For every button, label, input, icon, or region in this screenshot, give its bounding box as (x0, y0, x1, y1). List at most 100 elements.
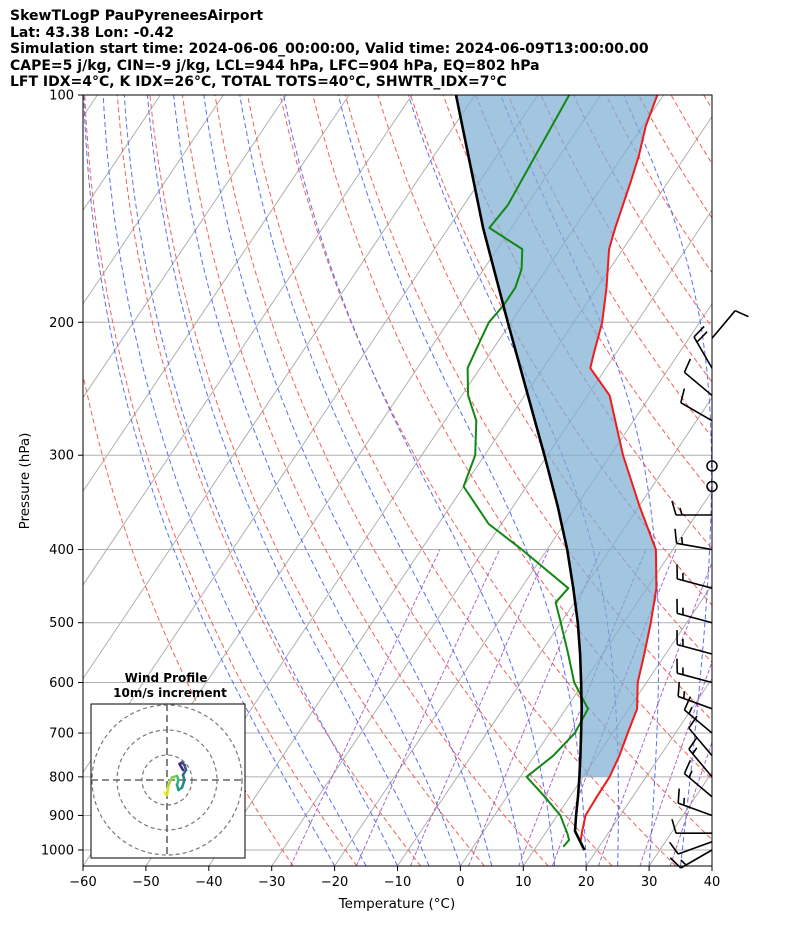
moist-adiabat (203, 95, 493, 866)
x-tick-label: 40 (704, 875, 721, 890)
isotherm-line (83, 95, 350, 493)
barb-flag (683, 759, 692, 774)
barb-half-flag (688, 770, 693, 778)
mixing-ratio-line (290, 549, 441, 866)
dry-adiabat (214, 95, 613, 866)
wind-barb (674, 528, 713, 551)
isotherm-line (459, 490, 712, 866)
dry-adiabat (344, 95, 712, 722)
wind-barb (668, 840, 713, 855)
simulation-times: Simulation start time: 2024-06-06_00:00:… (10, 41, 649, 57)
barb-flag (668, 841, 679, 855)
wind-barb (693, 325, 713, 369)
x-tick-label: −50 (132, 875, 159, 890)
dry-adiabat (769, 95, 794, 866)
isotherm-line (83, 95, 224, 305)
y-tick-label: 900 (49, 809, 74, 824)
barb-flag (683, 358, 692, 373)
barb-half-flag (692, 747, 698, 755)
x-axis-label: Temperature (°C) (338, 896, 456, 912)
parcel-line (454, 95, 586, 851)
wind-barb (676, 564, 713, 589)
barb-flag (671, 500, 677, 516)
hodograph-segment (180, 778, 186, 789)
hodograph-segment (165, 783, 170, 797)
isotherm-line (83, 95, 476, 680)
barb-half-flag (688, 706, 693, 715)
barb-flag (677, 681, 680, 697)
barb-half-flag (680, 537, 684, 545)
mixing-ratio-line (597, 561, 712, 866)
mixing-ratio-line (355, 549, 501, 866)
barb-staff (677, 840, 713, 855)
dry-adiabat (279, 95, 712, 841)
barb-flag (677, 788, 680, 804)
isotherm-line (397, 396, 712, 866)
barb-staff (680, 401, 713, 422)
dry-adiabat (736, 95, 794, 866)
moist-adiabat (83, 95, 336, 866)
chart-title: SkewTLogP PauPyreneesAirport (10, 8, 264, 24)
calm-wind-circle (706, 480, 718, 493)
inset-subtitle: 10m/s increment (113, 686, 227, 700)
barb-staff (711, 310, 736, 339)
mixing-ratio-line (669, 740, 712, 866)
wind-barb (676, 598, 713, 624)
hodograph-segment (178, 762, 185, 772)
dry-adiabat (247, 95, 677, 866)
barb-flag (734, 309, 749, 318)
axis-ticks: −60 −50 −40 −30 −20 −10 0 10 20 30 40 100 200 300 400 5… (41, 89, 720, 891)
moist-adiabat (173, 95, 461, 866)
y-tick-label: 300 (49, 449, 74, 464)
moist-adiabat (239, 95, 524, 866)
isotherm-line (585, 677, 712, 866)
mixing-ratio-line (518, 549, 647, 866)
dry-adiabat (605, 95, 712, 274)
chart-header: SkewTLogP PauPyreneesAirport Lat: 43.38 … (10, 8, 649, 91)
temperature-line (579, 95, 659, 851)
inset-plot (91, 704, 245, 858)
wind-barb (677, 788, 713, 817)
barb-flag (688, 736, 698, 750)
mixing-ratio-line (639, 660, 712, 866)
x-tick-label: −30 (258, 875, 285, 890)
isotherm-line (711, 865, 712, 866)
barb-staff (688, 727, 713, 757)
moist-adiabat (283, 95, 556, 866)
x-tick-label: −40 (195, 875, 222, 890)
stability-indices-1: CAPE=5 j/kg, CIN=-9 j/kg, LCL=944 hPa, L… (10, 57, 540, 74)
wind-barb (676, 630, 713, 655)
wind-barb (671, 500, 712, 516)
isotherm-line (208, 115, 712, 866)
hodograph-segment (167, 776, 174, 787)
inset-title: Wind Profile (125, 671, 208, 685)
barb-flag (671, 818, 677, 834)
barb-staff (683, 371, 713, 397)
y-tick-label: 700 (49, 727, 74, 742)
moist-adiabat (102, 95, 367, 866)
y-axis-label: Pressure (hPa) (17, 433, 33, 530)
isotherm-line (83, 95, 287, 399)
dry-adiabat (149, 95, 485, 866)
dry-adiabat (116, 95, 422, 866)
wind-barb (711, 309, 749, 339)
dewpoint-line (462, 95, 589, 848)
dry-adiabat (181, 95, 549, 866)
isotherm-line (271, 209, 712, 866)
wind-barbs (668, 309, 749, 869)
wind-barb (676, 658, 713, 684)
barb-flag (696, 331, 708, 343)
dry-adiabat (703, 95, 712, 110)
wind-barb (671, 818, 712, 834)
x-tick-label: 20 (578, 875, 595, 890)
x-tick-label: −10 (384, 875, 411, 890)
x-tick-label: 10 (515, 875, 532, 890)
dry-adiabat (475, 95, 712, 494)
barb-half-flag (679, 507, 683, 516)
y-tick-label: 500 (49, 616, 74, 631)
y-tick-label: 600 (49, 676, 74, 691)
dry-adiabat (83, 372, 294, 866)
wind-barb (669, 849, 713, 869)
